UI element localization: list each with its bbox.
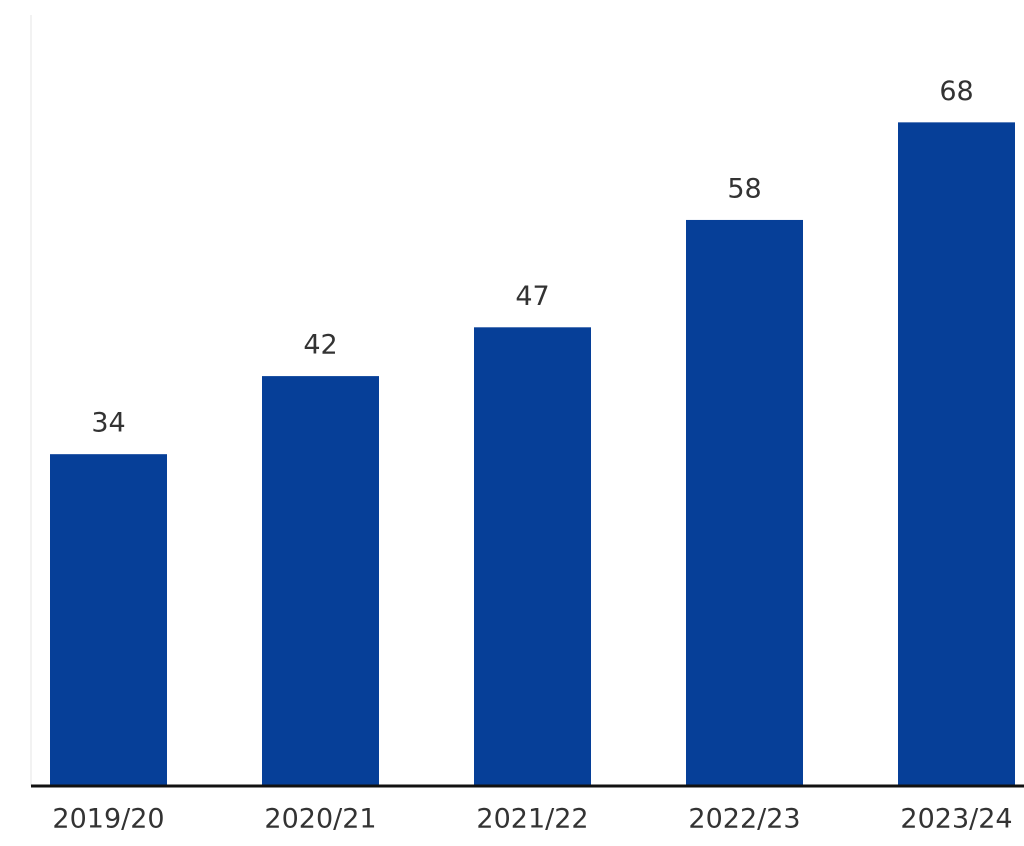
value-label: 47 xyxy=(515,281,549,312)
x-tick-label: 2020/21 xyxy=(264,804,376,835)
bar xyxy=(898,122,1015,786)
x-tick-label: 2021/22 xyxy=(476,804,588,835)
bar xyxy=(262,376,379,786)
x-tick-label: 2019/20 xyxy=(52,804,164,835)
value-label: 68 xyxy=(939,76,973,107)
x-tick-label: 2023/24 xyxy=(900,804,1012,835)
value-label: 42 xyxy=(303,330,337,361)
bar xyxy=(50,454,167,786)
bar xyxy=(686,219,803,787)
value-label: 58 xyxy=(727,173,761,204)
bar xyxy=(474,327,591,786)
value-label: 34 xyxy=(91,408,125,439)
x-tick-label: 2022/23 xyxy=(688,804,800,835)
